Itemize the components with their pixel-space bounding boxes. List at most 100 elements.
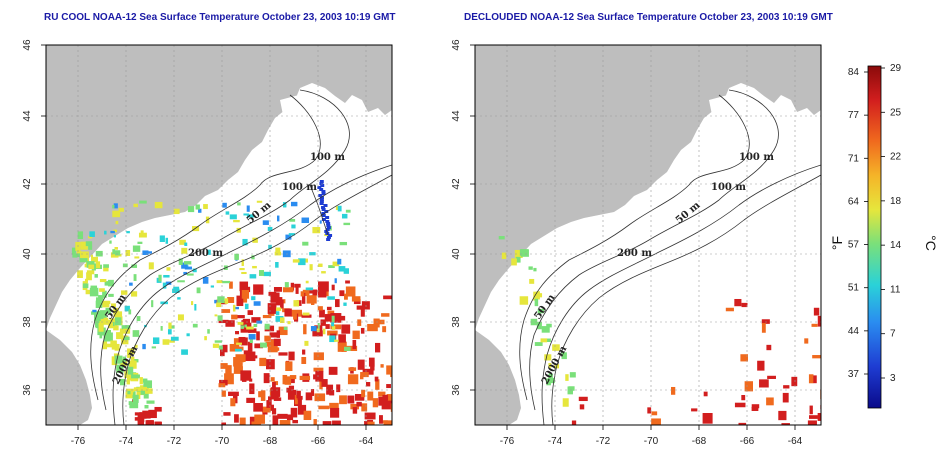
sst-pixel <box>515 256 521 263</box>
sst-pixel <box>271 389 279 400</box>
sst-pixel <box>270 292 280 303</box>
sst-pixel <box>80 241 88 250</box>
sst-pixel <box>738 422 747 425</box>
sst-pixel <box>300 291 305 297</box>
x-tick-label: -64 <box>788 436 803 447</box>
sst-pixel <box>252 237 258 243</box>
sst-pixel <box>133 203 138 208</box>
sst-pixel <box>290 377 295 384</box>
sst-pixel <box>324 230 329 233</box>
x-tick-label: -66 <box>740 436 755 447</box>
sst-pixel <box>249 338 253 344</box>
lat-lon-grid <box>475 45 821 425</box>
sst-pixel <box>734 402 746 408</box>
sst-pixel <box>95 261 101 269</box>
sst-pixel <box>725 307 734 312</box>
contour-label-100m: 100 m <box>310 152 345 163</box>
sst-pixel <box>781 423 790 425</box>
sst-pixel <box>289 218 296 222</box>
sst-pixel <box>320 319 326 326</box>
sst-pixel <box>112 204 115 209</box>
sst-pixel <box>221 422 227 425</box>
sst-pixel <box>808 374 814 384</box>
sst-pixel <box>290 201 298 207</box>
sst-pixel <box>114 343 120 351</box>
sst-pixel <box>761 319 770 324</box>
sst-pixel <box>365 382 371 387</box>
sst-pixel <box>139 200 147 204</box>
sst-pixel <box>305 280 309 284</box>
sst-pixel <box>116 332 124 340</box>
sst-pixel <box>140 387 148 395</box>
sst-pixel <box>268 291 277 296</box>
fahrenheit-tick-label: 57 <box>848 240 860 251</box>
x-tick-label: -68 <box>263 436 278 447</box>
sst-pixel <box>286 387 293 393</box>
sst-pixel <box>91 311 100 315</box>
x-tick-label: -66 <box>311 436 326 447</box>
sst-pixel <box>242 238 248 246</box>
sst-pixel <box>359 375 364 380</box>
sst-pixel <box>148 262 154 270</box>
sst-pixel <box>386 384 391 389</box>
sst-pixel <box>114 316 122 326</box>
sst-pixel <box>256 200 263 203</box>
sst-pixel <box>326 236 331 239</box>
sst-pixel <box>766 397 774 406</box>
sst-pixel <box>89 287 99 297</box>
sst-pixel <box>218 345 223 350</box>
sst-pixel <box>290 282 295 291</box>
sst-pixel <box>321 212 326 215</box>
sst-pixel <box>324 210 329 213</box>
sst-pixel <box>204 336 207 341</box>
sst-pixel <box>98 323 104 332</box>
sst-pixel <box>220 363 228 369</box>
sst-pixel <box>347 374 359 385</box>
sst-pixel <box>237 315 245 319</box>
sst-pixel <box>89 231 95 237</box>
sst-pixel <box>247 310 253 315</box>
sst-pixel <box>236 295 244 307</box>
sst-pixel <box>108 319 113 329</box>
sst-pixel <box>382 394 389 401</box>
sst-pixel <box>373 318 380 328</box>
sst-pixel <box>246 214 254 218</box>
sst-pixel <box>817 315 821 327</box>
sst-pixel <box>804 338 809 344</box>
sst-pixel <box>125 388 135 393</box>
sst-pixel <box>321 214 326 217</box>
sst-pixel <box>247 341 253 352</box>
sst-pixel <box>229 343 240 352</box>
sst-pixel <box>243 213 249 216</box>
sst-pixel <box>127 366 134 375</box>
sst-pixel <box>287 389 297 400</box>
sst-pixel <box>127 348 135 355</box>
sst-pixel <box>270 377 275 382</box>
sst-pixel <box>530 318 538 326</box>
sst-pixel <box>86 272 92 281</box>
sst-pixel <box>321 218 326 221</box>
sst-pixel <box>791 376 798 387</box>
sst-pixel <box>287 321 291 325</box>
sst-pixel <box>571 420 577 425</box>
sst-pixel <box>352 330 360 340</box>
sst-pixel <box>217 296 225 304</box>
celsius-tick-label: 14 <box>890 240 902 251</box>
sst-pixel <box>378 396 388 406</box>
sst-pixel <box>107 332 113 342</box>
sst-pixel <box>322 421 332 425</box>
sst-pixel <box>297 395 303 400</box>
sst-pixel <box>114 356 121 364</box>
sst-pixel <box>165 281 172 285</box>
sst-pixel <box>119 358 128 367</box>
sst-pixel <box>741 394 746 401</box>
celsius-tick-label: 7 <box>890 329 896 340</box>
sst-pixel <box>192 268 197 273</box>
sst-pixel <box>319 200 324 203</box>
sst-pixel <box>520 249 529 257</box>
y-tick-label: 40 <box>22 248 33 260</box>
sst-pixel <box>292 259 300 263</box>
sst-pixel <box>218 319 229 324</box>
sst-pixel <box>346 345 358 352</box>
